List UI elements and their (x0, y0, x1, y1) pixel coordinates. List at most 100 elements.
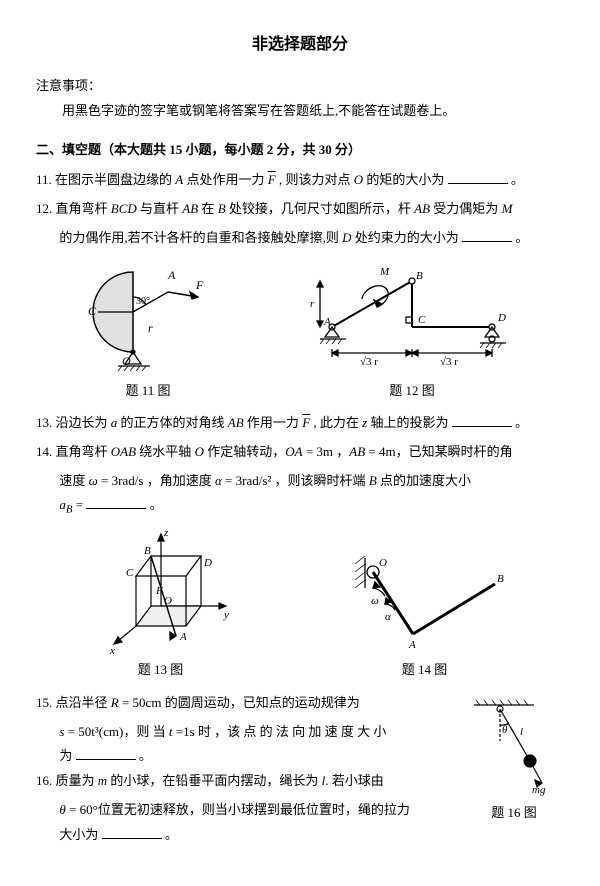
q14-AB: AB (349, 444, 365, 459)
figure-row-2: z y x B C D O A F O A B ω α (36, 526, 564, 656)
fig12-caption: 题 12 图 (302, 379, 522, 404)
q15-1a: 15. 点沿半径 (36, 695, 111, 710)
fig16-caption: 题 16 图 (464, 801, 564, 826)
figure-captions-2: 题 13 图 题 14 图 (36, 658, 564, 683)
q14-B: B (369, 473, 377, 488)
q14-2b: ，角加速度 (143, 473, 215, 488)
question-12: 12. 直角弯杆 BCD 与直杆 AB 在 B 处铰接，几何尺寸如图所示，杆 A… (36, 197, 564, 222)
fig13-caption: 题 13 图 (86, 658, 236, 683)
figure-row-1: A C O F 30° r (36, 257, 564, 377)
q13-a2: 的正方体的对角线 (117, 415, 228, 430)
fig12-s3r1: √3 r (360, 356, 378, 368)
q11-O: O (354, 172, 363, 187)
q15-1b: 的圆周运动，已知点的运动规律为 (161, 695, 359, 710)
question-12-line2: 的力偶作用,若不计各杆的自重和各接触处摩擦,则 D 处约束力的大小为 。 (36, 226, 564, 251)
q16-3a: 大小为 (59, 827, 101, 842)
q15-eq3: =1s (172, 724, 194, 739)
q14-blank (86, 508, 146, 509)
fig12-r: r (310, 298, 315, 310)
q12-l1d: 处铰接，几何尺寸如图所示，杆 (226, 201, 415, 216)
q15-eq1: = 50cm (119, 695, 162, 710)
q14-1c: 作定轴转动， (204, 444, 285, 459)
q14-eq1: = 3m (303, 444, 333, 459)
fig12-C: C (418, 314, 426, 326)
q11-text: 11. 在图示半圆盘边缘的 (36, 172, 175, 187)
question-14: 14. 直角弯杆 OAB 绕水平轴 O 作定轴转动，OA = 3m ，AB = … (36, 440, 564, 465)
q15-3a: 为 (59, 748, 75, 763)
fig13-F: F (155, 585, 163, 597)
question-16-l3: 大小为 。 (36, 823, 456, 848)
q12-l1e: 受力偶矩为 (430, 201, 502, 216)
fig11-A: A (167, 268, 176, 282)
question-15: 15. 点沿半径 R = 50cm 的圆周运动，已知点的运动规律为 (36, 691, 456, 716)
q16-1c: . 若小球由 (325, 773, 384, 788)
fig11-F: F (195, 278, 204, 292)
question-15-l3: 为 。 (36, 744, 456, 769)
q15-2b: ，则 当 (123, 724, 169, 739)
notice-text: 用黑色字迹的签字笔或钢笔将答案写在答题纸上,不能答在试题卷上。 (62, 99, 564, 124)
q13-AB: AB (228, 415, 244, 430)
fig11-C: C (88, 304, 97, 318)
q13-a3: 作用一力 (244, 415, 303, 430)
fig14-B: B (497, 573, 504, 585)
q12-l2c: 。 (512, 230, 528, 245)
notice-label: 注意事项： (36, 74, 564, 99)
q12-AB: AB (182, 201, 198, 216)
question-16-l2: θ = 60°位置无初速释放，则当小球摆到最低位置时，绳的拉力 (36, 798, 456, 823)
question-15-l2: s = 50t³(cm)，则 当 t =1s 时 ，该 点 的 法 向 加 速 … (36, 720, 456, 745)
q12-l1c: 在 (198, 201, 218, 216)
q14-3c: 。 (146, 497, 162, 512)
q16-m: m (98, 773, 107, 788)
page-title: 非选择题部分 (36, 30, 564, 60)
fig13-C: C (126, 567, 134, 579)
q13-a5: 轴上的投影为 (367, 415, 452, 430)
q14-3b: = (73, 497, 87, 512)
fig11-caption: 题 11 图 (78, 379, 218, 404)
fig14-omega: ω (371, 595, 379, 607)
q14-2c: ，则该瞬时杆端 (271, 473, 369, 488)
q11-blank (448, 183, 508, 184)
q16-eq1: = 60° (66, 802, 98, 817)
fig11-r: r (148, 321, 153, 335)
q16-blank (102, 838, 162, 839)
q13-a6: 。 (512, 415, 528, 430)
q14-1a: 14. 直角弯杆 (36, 444, 111, 459)
q15-3b: 。 (136, 748, 152, 763)
section-header: 二、填空题（本大题共 15 小题，每小题 2 分，共 30 分） (36, 138, 564, 163)
q12-l2b: 处约束力的大小为 (352, 230, 463, 245)
q15-2c: 时 ，该 点 的 法 向 加 速 度 大 小 (195, 724, 387, 739)
figure-12: M B A C D r √3 r √3 r (302, 257, 522, 377)
fig16-l: l (520, 726, 523, 738)
fig12-M: M (379, 266, 390, 278)
q16-3b: 。 (162, 827, 178, 842)
fig13-z: z (163, 527, 169, 539)
q14-al: α (215, 473, 222, 488)
figure-14: O A B ω α (335, 546, 515, 656)
q14-eq2: = 4m (365, 444, 395, 459)
q12-l1b: 与直杆 (137, 201, 183, 216)
q12-B: B (218, 201, 226, 216)
fig14-caption: 题 14 图 (335, 658, 515, 683)
fig16-mg: mg (532, 784, 546, 796)
question-14-l2: 速度 ω = 3rad/s ，角加速度 α = 3rad/s² ，则该瞬时杆端 … (36, 469, 564, 494)
q15-R: R (111, 695, 119, 710)
fig14-A: A (408, 639, 416, 651)
fig13-y: y (223, 609, 229, 621)
q11-text3: , 则该力对点 (276, 172, 354, 187)
q16-1b: 的小球，在铅垂平面内摆动，绳长为 (107, 773, 322, 788)
q11-text4: 的矩的大小为 (363, 172, 448, 187)
q13-blank (452, 426, 512, 427)
q14-OAB: OAB (111, 444, 136, 459)
fig16-theta: θ (502, 724, 508, 736)
question-11: 11. 在图示半圆盘边缘的 A 点处作用一力 F , 则该力对点 O 的矩的大小… (36, 168, 564, 193)
q13-F: F (302, 415, 310, 430)
q13-a4: , 此力在 (310, 415, 362, 430)
fig11-O: O (122, 354, 131, 368)
q15-blank (76, 759, 136, 760)
fig13-x: x (109, 645, 115, 656)
fig13-A: A (179, 631, 187, 643)
q14-aBsub: B (66, 504, 73, 516)
q14-OA: OA (285, 444, 302, 459)
question-14-l3: aB = 。 (36, 493, 564, 520)
q11-text2: 点处作用一力 (183, 172, 268, 187)
